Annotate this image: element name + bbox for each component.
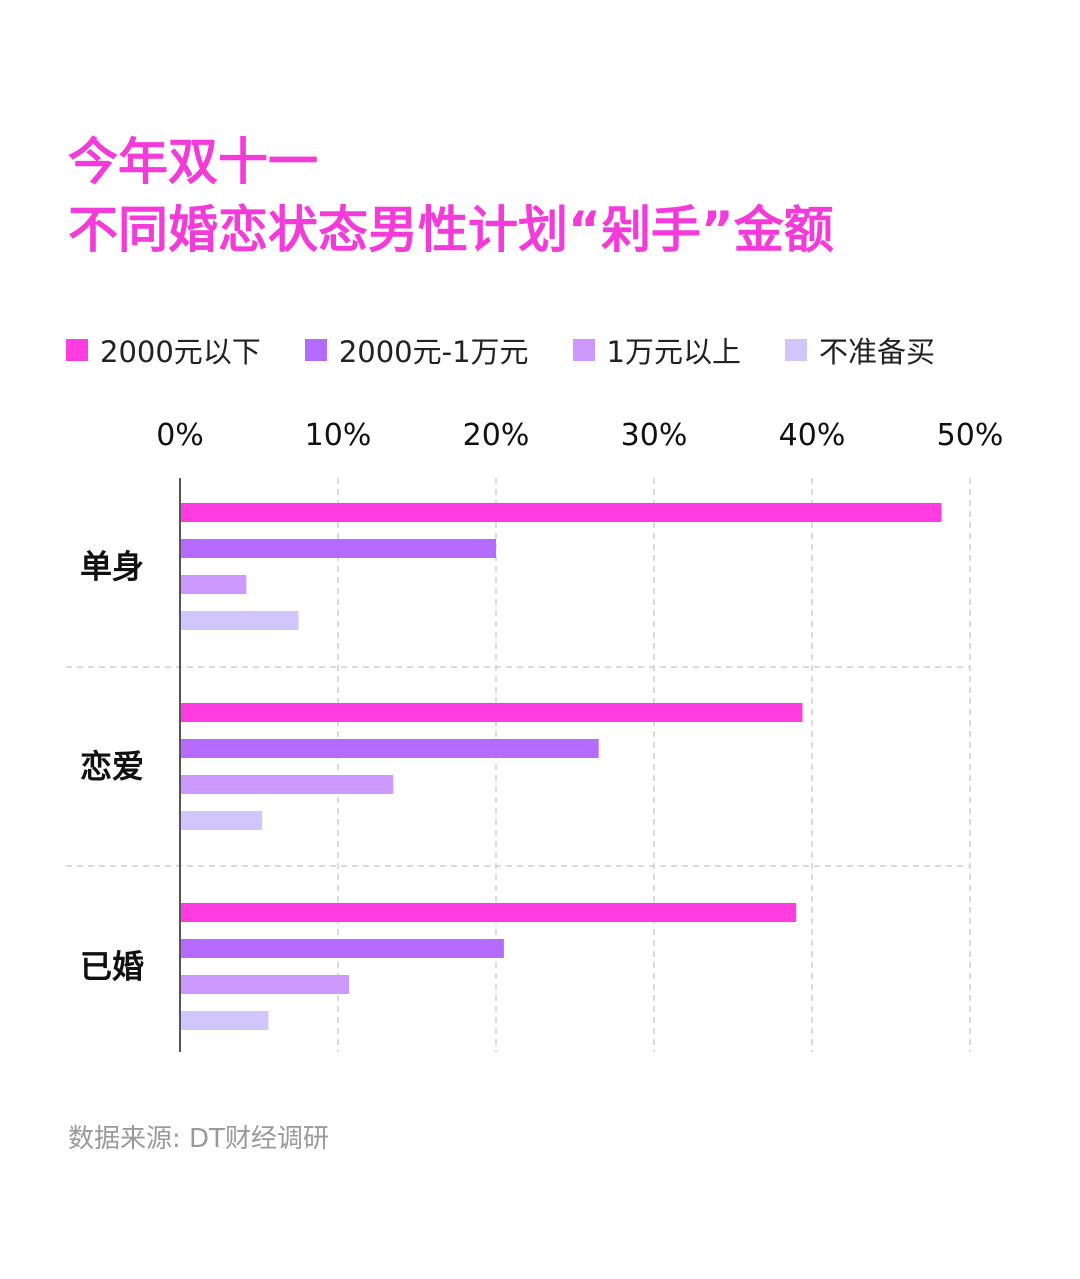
title-line-1: 今年双十一 xyxy=(68,133,318,191)
x-tick-label: 0% xyxy=(156,418,204,453)
x-tick-label: 30% xyxy=(621,418,688,453)
bar-1-2 xyxy=(180,539,496,558)
x-tick-label: 20% xyxy=(463,418,530,453)
bar-3-2 xyxy=(180,939,504,958)
category-label: 恋爱 xyxy=(80,748,144,786)
legend: 2000元以下 2000元-1万元 1万元以上 不准备买 xyxy=(66,330,935,370)
chart-title: 今年双十一 不同婚恋状态男性计划“剁手”金额 xyxy=(68,128,834,264)
legend-label: 不准备买 xyxy=(818,335,935,369)
bar-3-3 xyxy=(180,975,350,994)
bar-1-1 xyxy=(180,503,942,522)
x-tick-label: 50% xyxy=(937,418,1004,453)
x-tick-label: 40% xyxy=(779,418,846,453)
bar-2-1 xyxy=(180,703,803,722)
x-tick-label: 10% xyxy=(305,418,372,453)
legend-swatch xyxy=(66,339,88,361)
category-label: 单身 xyxy=(80,548,144,586)
legend-swatch xyxy=(572,339,595,361)
bar-1-3 xyxy=(180,575,247,594)
legend-label: 1万元以上 xyxy=(606,335,741,369)
legend-swatch xyxy=(784,339,807,361)
legend-item-2000-below: 2000元以下 xyxy=(66,329,261,371)
bar-2-2 xyxy=(180,739,599,758)
legend-swatch xyxy=(304,339,327,361)
legend-label: 2000元以下 xyxy=(100,335,261,369)
legend-item-not-buying: 不准备买 xyxy=(784,329,935,371)
bar-2-3 xyxy=(180,775,394,794)
bar-1-4 xyxy=(180,611,299,630)
data-source: 数据来源: DT财经调研 xyxy=(68,1124,329,1154)
category-label: 已婚 xyxy=(80,948,144,986)
legend-item-2000-10000: 2000元-1万元 xyxy=(304,329,529,371)
legend-label: 2000元-1万元 xyxy=(338,335,529,369)
title-line-2: 不同婚恋状态男性计划“剁手”金额 xyxy=(68,201,834,259)
legend-item-10000-above: 1万元以上 xyxy=(572,329,741,371)
bar-3-4 xyxy=(180,1011,269,1030)
bar-3-1 xyxy=(180,903,797,922)
bar-2-4 xyxy=(180,811,263,830)
